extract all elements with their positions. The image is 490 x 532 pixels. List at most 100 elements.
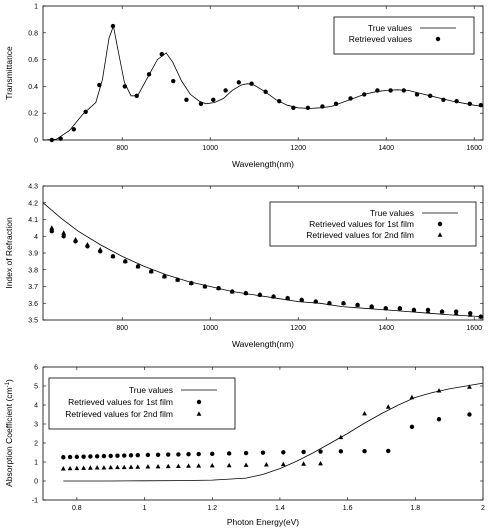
- absorption-coefficient-chart: 0.8 1 1.2 1.4 1.6 1.8 2 -1 0 1 2 3 4 5 6 True values Re…: [4, 365, 485, 528]
- data-point-circle: [467, 412, 472, 417]
- data-point-circle: [122, 453, 127, 458]
- data-point-circle: [49, 137, 54, 143]
- data-point-circle: [186, 452, 191, 457]
- data-point-triangle: [67, 465, 73, 471]
- legend-label: True values: [368, 23, 412, 33]
- x-tick-label: 1.6: [343, 505, 353, 512]
- data-point-circle: [122, 84, 128, 89]
- data-point-triangle: [85, 242, 90, 247]
- data-point-circle: [58, 136, 63, 141]
- data-point-circle: [97, 82, 102, 88]
- data-point-triangle: [73, 237, 78, 242]
- y-tick-label: 4: [34, 403, 38, 410]
- data-point-triangle: [341, 300, 346, 306]
- data-point-circle: [226, 451, 232, 456]
- legend-marker-sample: [196, 399, 202, 405]
- data-point-triangle: [74, 465, 80, 471]
- x-tick-label: 1400: [378, 325, 394, 332]
- data-point-circle: [166, 452, 171, 457]
- y-tick-label: 0.2: [28, 111, 38, 118]
- x-axis-label: Wavelength(nm): [232, 339, 294, 349]
- refraction-index-chart: 800 1000 1200 1400 1600 3.5 3.6 3.7 3.8 3.9 4 4.1 4.…: [4, 184, 484, 349]
- data-point-triangle: [148, 268, 154, 274]
- y-tick-label: 0.6: [28, 57, 38, 64]
- data-point-triangle: [467, 384, 472, 389]
- y-tick-label: 0.8: [28, 30, 38, 37]
- legend: True values Retrieved values for 1st film…: [48, 377, 236, 430]
- data-point-circle: [67, 454, 73, 460]
- data-point-circle: [128, 453, 134, 458]
- data-point-circle: [362, 448, 367, 454]
- data-point-triangle: [60, 466, 66, 471]
- data-point-triangle: [301, 461, 307, 466]
- data-point-triangle: [49, 225, 55, 230]
- data-point-circle: [260, 450, 266, 455]
- y-tick-label: -1: [32, 498, 38, 505]
- data-point-triangle: [383, 305, 389, 311]
- legend-label: Retrieved values for 2nd film: [65, 409, 173, 419]
- y-axis-label: Transmittance: [4, 46, 14, 100]
- data-point-triangle: [121, 464, 127, 470]
- legend-marker-sample: [435, 36, 441, 42]
- data-point-circle: [135, 452, 140, 458]
- y-tick-label: 3.6: [28, 301, 38, 308]
- data-point-circle: [414, 92, 420, 97]
- data-point-circle: [338, 449, 344, 454]
- data-point-triangle: [87, 465, 93, 470]
- y-tick-label: 6: [34, 365, 38, 372]
- data-point-triangle: [338, 434, 344, 440]
- data-point-circle: [281, 450, 286, 455]
- x-tick-label: 1.4: [275, 505, 285, 512]
- data-point-triangle: [327, 300, 332, 306]
- data-point-circle: [108, 453, 113, 459]
- data-point-triangle: [439, 309, 445, 314]
- data-point-triangle: [257, 292, 263, 297]
- data-point-circle: [171, 78, 176, 84]
- legend-label: Retrieved values: [349, 34, 412, 44]
- y-tick-label: 1: [34, 4, 38, 11]
- data-point-circle: [409, 424, 415, 430]
- y-tick-label: 5: [34, 384, 38, 391]
- legend-label: True values: [129, 385, 173, 395]
- data-point-circle: [375, 88, 380, 93]
- data-point-circle: [101, 453, 107, 459]
- legend-label: Retrieved values for 1st film: [68, 397, 173, 407]
- data-point-circle: [320, 104, 325, 109]
- data-point-triangle: [226, 462, 232, 468]
- data-point-circle: [115, 453, 120, 458]
- data-point-circle: [83, 109, 88, 115]
- data-point-triangle: [94, 465, 100, 470]
- data-point-circle: [134, 93, 139, 98]
- x-tick-label: 1000: [202, 325, 218, 332]
- data-point-triangle: [81, 465, 87, 470]
- data-point-triangle: [145, 464, 151, 469]
- plot-frame: [42, 5, 484, 141]
- x-tick-label: 1: [143, 505, 147, 512]
- data-point-triangle: [313, 298, 319, 304]
- data-point-triangle: [188, 280, 194, 285]
- data-point-triangle: [385, 404, 391, 409]
- data-point-circle: [428, 93, 433, 98]
- data-point-circle: [318, 449, 323, 454]
- y-tick-label: 3.9: [28, 251, 38, 258]
- x-tick-label: 800: [116, 325, 128, 332]
- data-point-circle: [223, 88, 228, 93]
- data-point-triangle: [196, 463, 202, 468]
- y-tick-label: 0.4: [28, 84, 38, 91]
- data-point-triangle: [122, 258, 128, 264]
- legend-label: Retrieved values for 2nd film: [306, 230, 414, 240]
- y-tick-label: 4.3: [28, 184, 38, 191]
- data-point-triangle: [425, 309, 431, 314]
- data-point-circle: [184, 97, 189, 103]
- x-tick-label: 1600: [466, 325, 482, 332]
- data-point-circle: [291, 105, 296, 111]
- data-point-triangle: [362, 410, 367, 416]
- data-point-triangle: [285, 295, 291, 301]
- data-point-circle: [155, 452, 161, 457]
- y-axis-label: Index of Refraction: [4, 217, 14, 289]
- x-tick-label: 1.8: [410, 505, 420, 512]
- data-point-triangle: [299, 297, 305, 302]
- data-point-triangle: [61, 230, 67, 235]
